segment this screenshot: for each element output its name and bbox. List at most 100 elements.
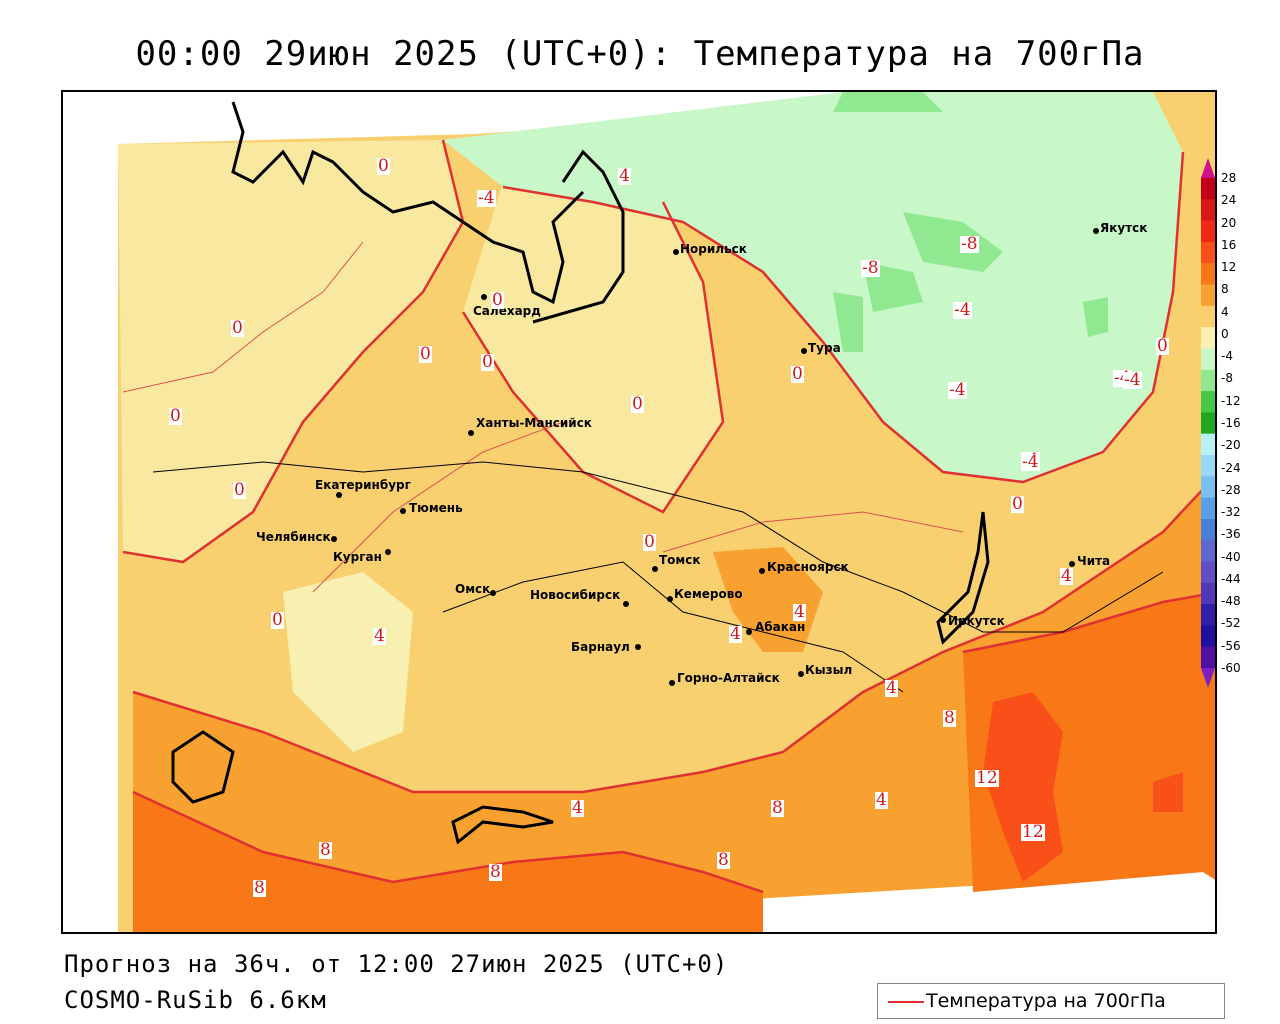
city-dot — [798, 671, 804, 677]
city-dot — [623, 601, 629, 607]
city-dot — [481, 294, 487, 300]
contour-label: 0 — [631, 394, 644, 414]
city-label: Омск — [455, 582, 491, 596]
contour-label: 8 — [319, 840, 332, 860]
map-title: 00:00 29июн 2025 (UTC+0): Температура на… — [135, 34, 1145, 74]
contour-label: -4 — [1021, 452, 1040, 472]
map-canvas: Норильск Якутск Салехард Тура Ханты-Манс… — [61, 90, 1217, 934]
contour-label: -4 — [953, 300, 972, 320]
colorbar-swatch — [1201, 625, 1215, 648]
isotherm-4 — [132, 474, 1215, 794]
city-dot — [759, 568, 765, 574]
colorbar-tick-label: 0 — [1221, 326, 1229, 341]
temp-zone-pale-kazakh — [283, 572, 413, 752]
contour-label: 8 — [489, 862, 502, 882]
city-dot — [940, 617, 946, 623]
colorbar-tick-label: -28 — [1221, 482, 1241, 497]
model-name: COSMO-RuSib 6.6км — [64, 986, 327, 1014]
temp-zone-pale-center — [463, 182, 723, 512]
contour-label: -4 — [1123, 370, 1142, 390]
city-dot — [1093, 228, 1099, 234]
city-label: Якутск — [1100, 221, 1148, 235]
map-legend: Температура на 700гПа — [877, 983, 1225, 1019]
isotherm-8-east — [962, 591, 1215, 654]
colorbar-tick-label: 16 — [1221, 237, 1237, 252]
contour-label: 4 — [793, 602, 806, 622]
city-dot — [1069, 561, 1075, 567]
temp-zone-minus8-c — [833, 292, 863, 352]
contour-label: 0 — [791, 364, 804, 384]
colorbar-tick-label: -52 — [1221, 616, 1241, 631]
colorbar-swatch — [1201, 540, 1215, 562]
city-dot — [667, 596, 673, 602]
temp-zone-cold-green — [443, 92, 1183, 482]
city-dot — [336, 492, 342, 498]
colorbar-swatch — [1201, 220, 1215, 243]
city-dot — [652, 566, 658, 572]
city-label: Курган — [333, 550, 382, 564]
colorbar-swatch — [1201, 561, 1215, 584]
colorbar-swatch — [1201, 497, 1215, 520]
isotherm-thin-b — [312, 421, 564, 593]
contour-label: 8 — [943, 708, 956, 728]
colorbar-swatch — [1201, 369, 1215, 392]
colorbar-tick-label: -32 — [1221, 505, 1241, 520]
isotherm-8-south — [132, 790, 764, 894]
contour-label: -8 — [861, 258, 880, 278]
legend-label: Температура на 700гПа — [926, 990, 1166, 1012]
city-label: Норильск — [680, 242, 747, 256]
city-label: Кемерово — [674, 587, 743, 601]
colorbar-swatch — [1201, 241, 1215, 264]
colorbar-tick-label: 8 — [1221, 282, 1229, 297]
colorbar-swatch — [1201, 412, 1215, 435]
colorbar-swatch — [1201, 199, 1215, 222]
temp-zone-minus8-d — [1083, 297, 1108, 337]
colorbar-tick-label: -24 — [1221, 460, 1241, 475]
coastline-yamal — [532, 149, 625, 324]
city-dot — [669, 680, 675, 686]
colorbar-tick-label: -16 — [1221, 416, 1241, 430]
colorbar-swatch — [1201, 391, 1215, 413]
colorbar-tick-label: -56 — [1221, 638, 1241, 653]
colorbar-swatch — [1201, 348, 1215, 371]
contour-label: 8 — [771, 798, 784, 818]
city-label: Тюмень — [409, 501, 463, 515]
contour-label: -4 — [477, 188, 496, 208]
contour-label: 4 — [1060, 566, 1073, 586]
city-label: Барнаул — [571, 640, 630, 654]
contour-label: 0 — [233, 480, 246, 500]
colorbar-tick-label: -60 — [1221, 661, 1241, 675]
city-label: Ханты-Мансийск — [476, 416, 592, 430]
border-line — [152, 461, 1164, 633]
city-label: Челябинск — [256, 530, 331, 544]
colorbar-tick-label: -20 — [1221, 438, 1241, 453]
city-dot — [746, 629, 752, 635]
city-label: Кызыл — [805, 663, 853, 677]
temp-zone-8-12-south — [133, 792, 763, 932]
colorbar-tick-label: -44 — [1221, 571, 1241, 586]
city-dot — [490, 590, 496, 596]
temp-zone-12-16-b — [1153, 772, 1183, 812]
colorbar-tick-label: 28 — [1221, 171, 1237, 185]
colorbar-swatch — [1201, 646, 1215, 669]
contour-label: 0 — [271, 610, 284, 630]
coastline-north — [231, 101, 585, 305]
city-label: Чита — [1077, 554, 1111, 568]
balkhash-lake — [451, 805, 554, 845]
city-label: Иркутск — [948, 614, 1005, 628]
contour-label: -8 — [960, 234, 979, 254]
contour-label: 0 — [419, 344, 432, 364]
colorbar-tick-label: 24 — [1221, 193, 1237, 208]
baikal-lake — [936, 511, 990, 645]
colorbar-tick-label: 4 — [1221, 304, 1229, 319]
city-label: Абакан — [755, 620, 806, 634]
city-dot — [673, 249, 679, 255]
colorbar-tick-label: 12 — [1221, 260, 1237, 275]
contour-label: 8 — [717, 850, 730, 870]
city-label: Тура — [808, 341, 841, 355]
colorbar-tick-label: -40 — [1221, 549, 1241, 564]
temp-zone-4-8 — [133, 476, 1215, 932]
isotherm-0-west — [122, 139, 465, 564]
isotherm-minus4 — [502, 151, 1185, 484]
contour-label: 12 — [975, 768, 999, 788]
